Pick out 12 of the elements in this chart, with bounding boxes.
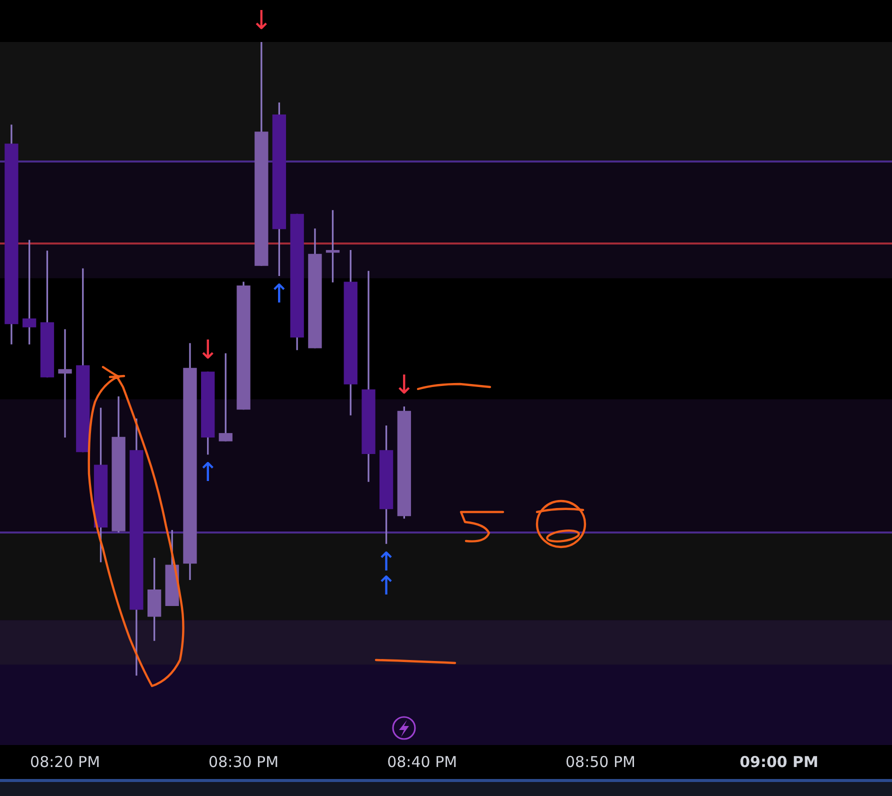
annotation: ↑ [375, 571, 398, 602]
x-tick-label: 08:40 PM [387, 752, 458, 771]
candlestick [58, 329, 72, 438]
x-tick-label: 08:30 PM [208, 752, 279, 771]
x-tick-label: 08:50 PM [565, 752, 636, 771]
annotation: ↑ [268, 279, 290, 310]
x-tick-label: 09:00 PM [740, 752, 818, 771]
annotation: ↑ [196, 458, 219, 488]
x-tick-label: 08:20 PM [30, 752, 100, 771]
annotation: ↓ [393, 370, 416, 401]
annotation: ↓ [196, 336, 219, 366]
annotation: ↓ [250, 6, 272, 36]
